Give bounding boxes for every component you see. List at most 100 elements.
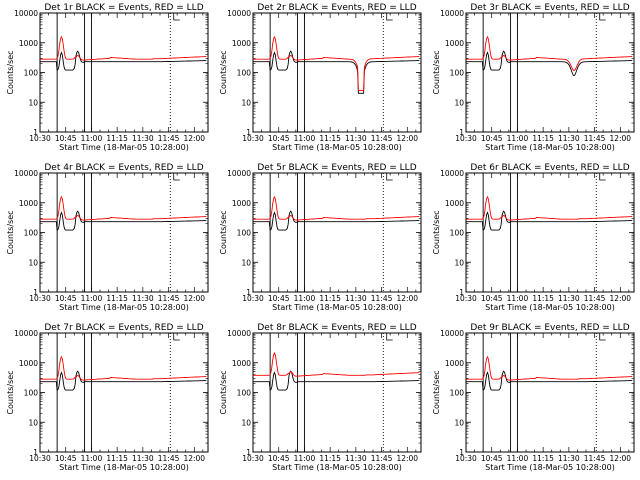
x-tick-label: 10:30 [29, 454, 51, 463]
y-axis-label: Counts/sec [432, 210, 441, 254]
plot-frame [252, 332, 422, 453]
lld-series-line [253, 195, 420, 221]
y-tick-label: 10000 [14, 9, 38, 18]
y-tick-label: 100 [24, 69, 39, 78]
panel-4: Det 4r BLACK = Events, RED = LLD 1 10 100 10… [6, 163, 209, 312]
x-tick-label: 11:00 [294, 294, 316, 303]
x-tick-label: 10:30 [242, 294, 264, 303]
bracket-mark [599, 173, 606, 181]
plot-frame [465, 172, 635, 293]
plot-frame [39, 12, 209, 133]
bracket-mark [599, 13, 606, 21]
x-tick-label: 10:30 [242, 454, 264, 463]
x-tick-label: 12:00 [396, 454, 418, 463]
x-tick-label: 10:45 [268, 294, 290, 303]
y-tick-label: 10 [28, 258, 38, 267]
x-tick-label: 11:45 [584, 294, 606, 303]
x-tick-label: 10:45 [55, 134, 77, 143]
y-tick-label: 1000 [445, 199, 464, 208]
lld-series-line [466, 35, 633, 72]
x-tick-label: 10:45 [55, 454, 77, 463]
y-tick-label: 100 [24, 229, 39, 238]
y-tick-label: 1000 [232, 199, 251, 208]
lld-series-line [253, 35, 420, 91]
panel-title: Det 3r BLACK = Events, RED = LLD [470, 3, 629, 13]
x-tick-label: 10:30 [29, 134, 51, 143]
x-tick-label: 11:15 [319, 134, 341, 143]
y-tick-label: 10000 [227, 169, 251, 178]
x-tick-label: 11:30 [132, 294, 154, 303]
y-tick-label: 1000 [19, 359, 38, 368]
x-tick-label: 11:45 [584, 134, 606, 143]
x-tick-label: 10:30 [455, 454, 477, 463]
x-tick-label: 10:30 [29, 294, 51, 303]
x-tick-label: 10:45 [481, 134, 503, 143]
y-tick-label: 1000 [19, 39, 38, 48]
y-tick-label: 100 [450, 389, 465, 398]
x-tick-label: 11:15 [319, 294, 341, 303]
x-tick-label: 11:00 [507, 454, 529, 463]
plot-frame [252, 12, 422, 133]
y-tick-label: 10000 [227, 329, 251, 338]
x-axis-label: Start Time (18-Mar-05 10:28:00) [485, 463, 615, 472]
y-tick-label: 100 [24, 389, 39, 398]
y-tick-label: 10000 [440, 329, 464, 338]
y-tick-label: 1 [33, 128, 38, 137]
x-tick-label: 11:00 [294, 134, 316, 143]
panel-title: Det 1r BLACK = Events, RED = LLD [44, 3, 203, 13]
panel-title: Det 4r BLACK = Events, RED = LLD [44, 163, 203, 173]
x-tick-label: 11:15 [106, 134, 128, 143]
panel-title: Det 5r BLACK = Events, RED = LLD [257, 163, 416, 173]
y-axis-label: Counts/sec [219, 50, 228, 94]
y-tick-label: 1000 [232, 39, 251, 48]
events-series-line [253, 210, 420, 231]
x-tick-label: 11:30 [345, 294, 367, 303]
events-series-line [253, 370, 420, 391]
lld-series-line [466, 355, 633, 381]
y-tick-label: 1 [459, 288, 464, 297]
x-tick-label: 10:30 [242, 134, 264, 143]
x-tick-label: 11:00 [507, 294, 529, 303]
bracket-mark [173, 13, 180, 21]
plot-frame [465, 332, 635, 453]
y-tick-label: 1000 [19, 199, 38, 208]
bracket-mark [386, 333, 393, 341]
x-tick-label: 12:00 [609, 134, 631, 143]
x-axis-label: Start Time (18-Mar-05 10:28:00) [59, 463, 189, 472]
y-tick-label: 10 [28, 98, 38, 107]
events-series-line [253, 50, 420, 94]
x-tick-label: 11:30 [345, 134, 367, 143]
y-tick-label: 100 [450, 69, 465, 78]
y-tick-label: 100 [237, 69, 252, 78]
y-tick-label: 10000 [227, 9, 251, 18]
y-tick-label: 10 [241, 258, 251, 267]
x-tick-label: 12:00 [396, 294, 418, 303]
plot-frame [39, 332, 209, 453]
panel-9: Det 9r BLACK = Events, RED = LLD 1 10 100 10… [432, 323, 635, 472]
lld-series-line [253, 351, 420, 377]
panel-title: Det 2r BLACK = Events, RED = LLD [257, 3, 416, 13]
panel-7: Det 7r BLACK = Events, RED = LLD 1 10 100 10… [6, 323, 209, 472]
y-tick-label: 10 [28, 418, 38, 427]
x-tick-label: 11:15 [106, 294, 128, 303]
x-tick-label: 11:30 [132, 454, 154, 463]
panel-title: Det 7r BLACK = Events, RED = LLD [44, 323, 203, 333]
x-tick-label: 10:45 [268, 454, 290, 463]
x-tick-label: 11:45 [584, 454, 606, 463]
x-tick-label: 10:30 [455, 134, 477, 143]
y-tick-label: 10 [454, 418, 464, 427]
x-tick-label: 10:45 [55, 294, 77, 303]
events-series-line [40, 370, 207, 391]
x-tick-label: 12:00 [609, 454, 631, 463]
x-tick-label: 12:00 [609, 294, 631, 303]
panel-1: Det 1r BLACK = Events, RED = LLD 1 10 100 10… [6, 3, 209, 152]
x-tick-label: 11:00 [81, 134, 103, 143]
x-tick-label: 11:15 [532, 454, 554, 463]
y-axis-label: Counts/sec [6, 210, 15, 254]
plot-frame [39, 172, 209, 293]
lld-series-line [40, 35, 207, 61]
events-series-line [40, 210, 207, 231]
y-tick-label: 10000 [440, 169, 464, 178]
x-axis-label: Start Time (18-Mar-05 10:28:00) [272, 303, 402, 312]
x-tick-label: 10:45 [268, 134, 290, 143]
